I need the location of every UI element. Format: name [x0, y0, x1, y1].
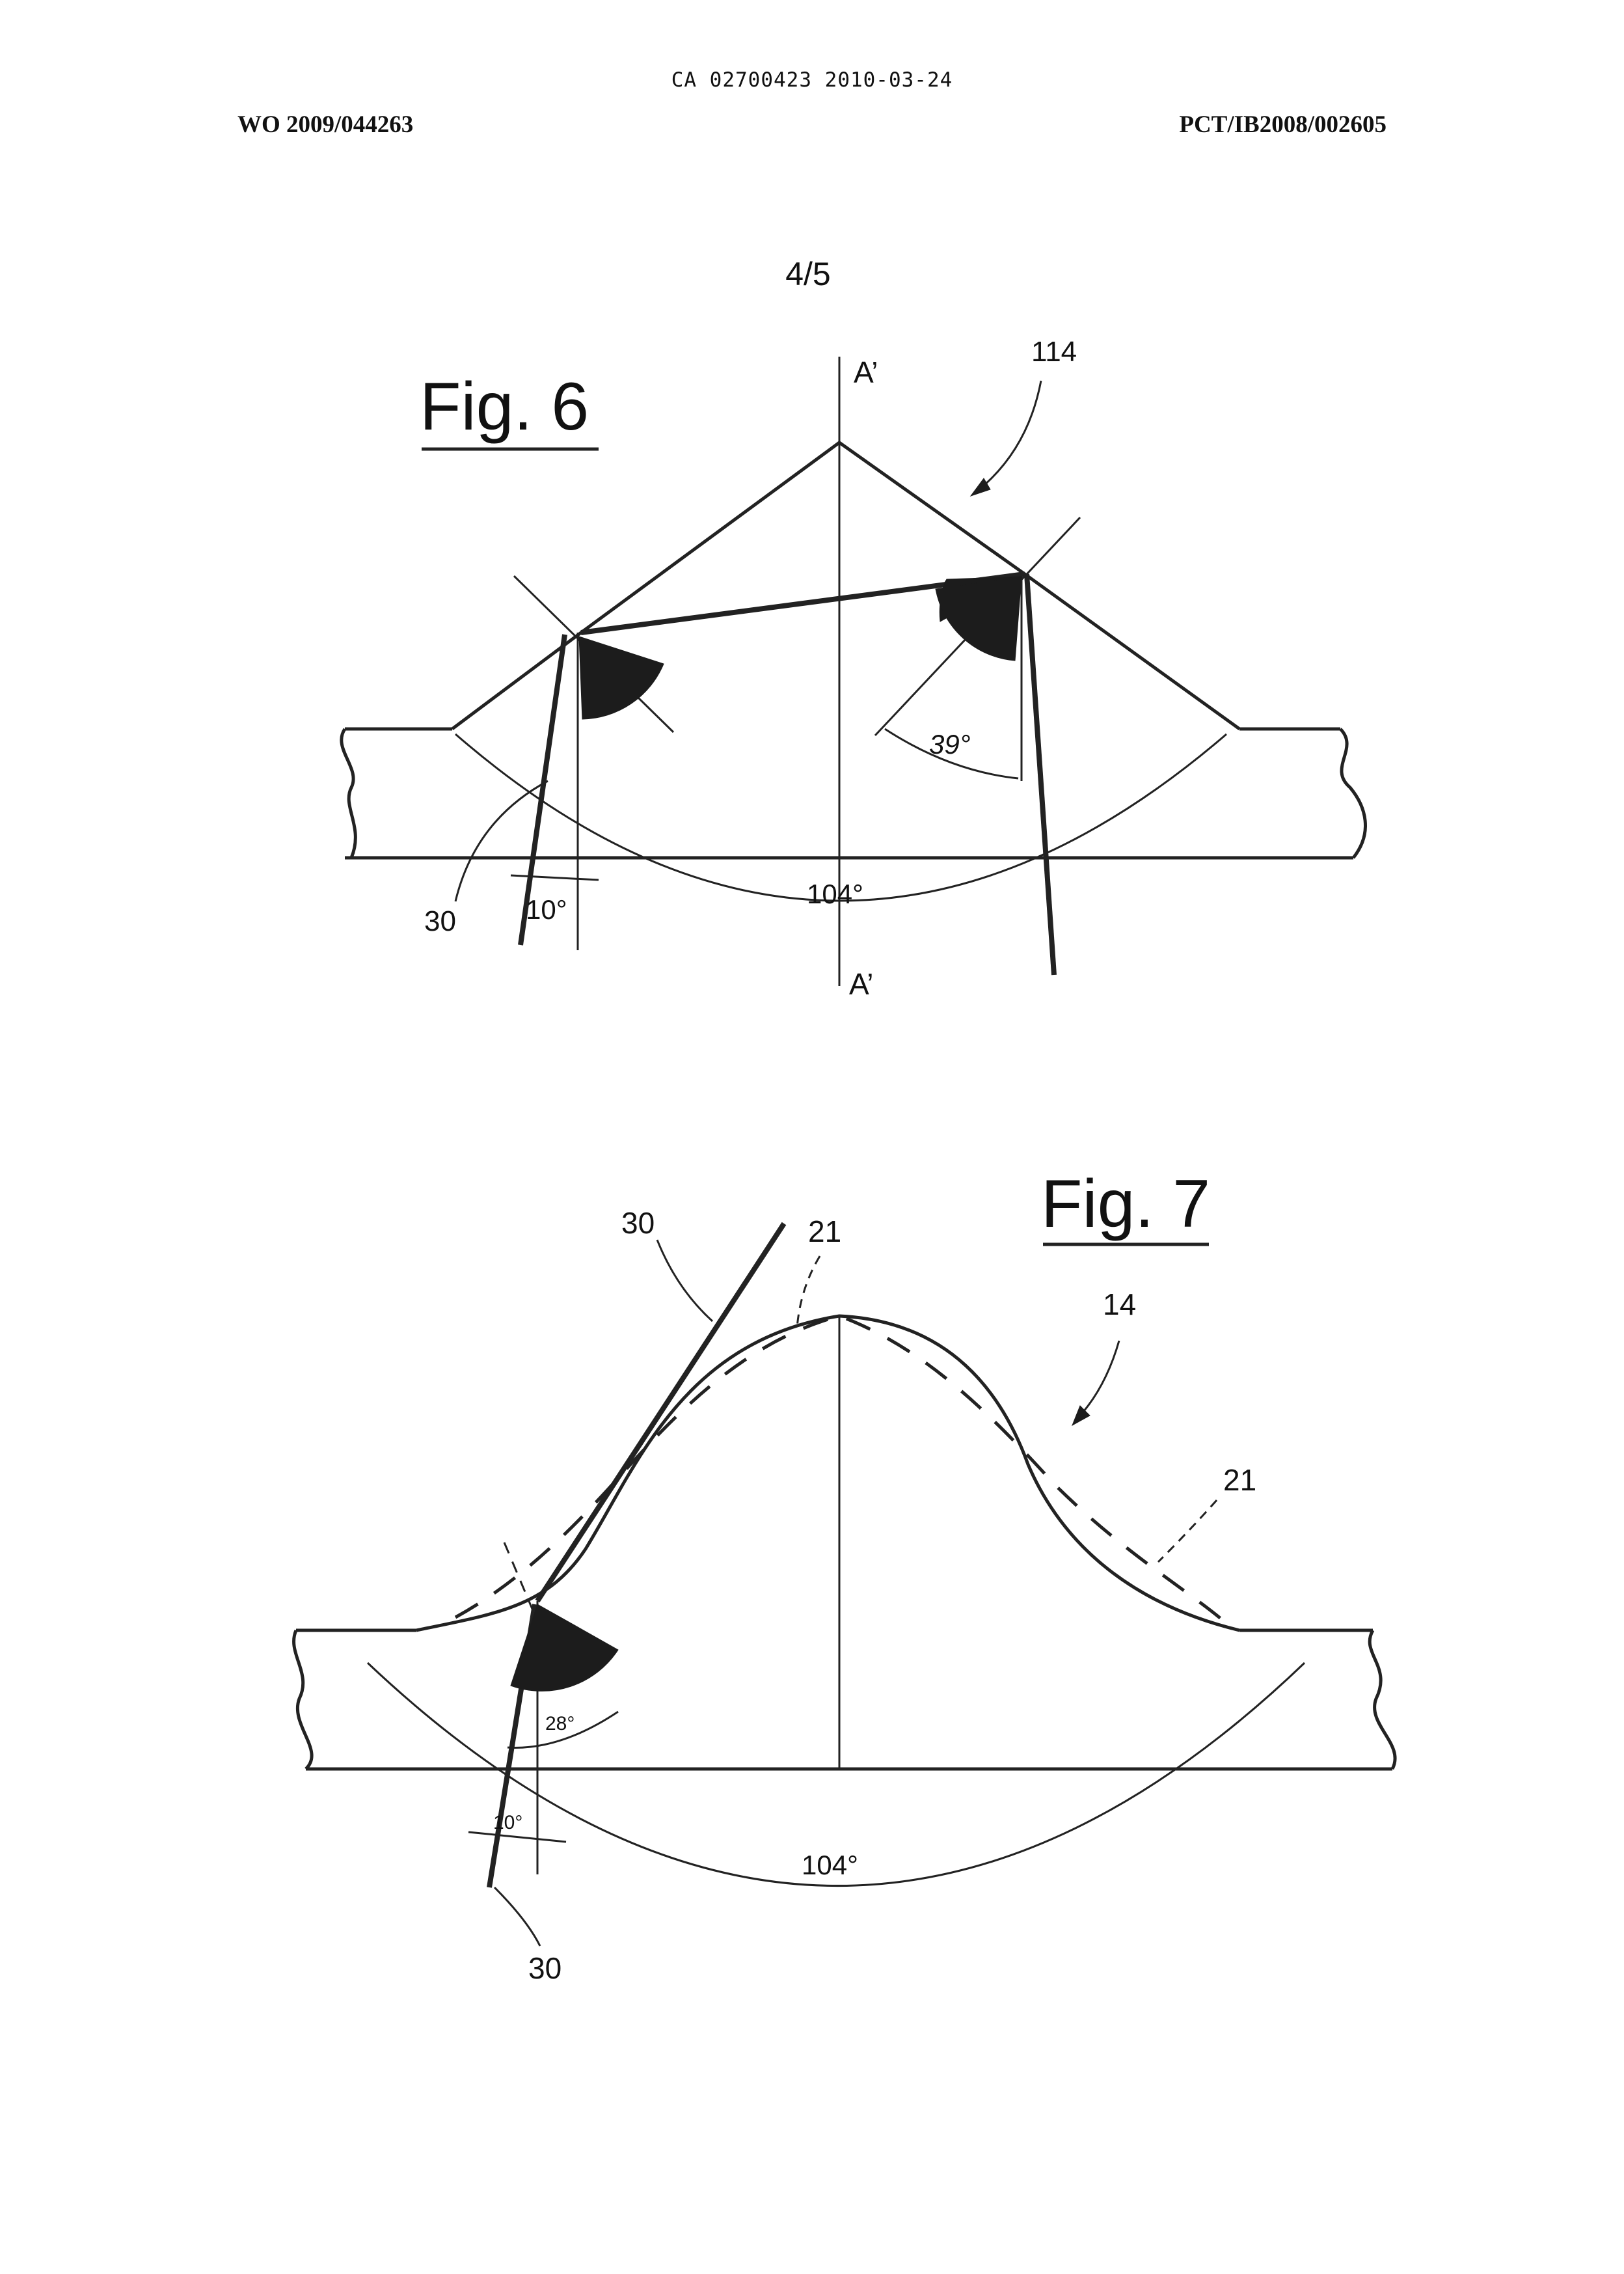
fig6-weld-profile — [452, 443, 1239, 729]
fig7-21-top-leader — [797, 1256, 820, 1328]
fig7-angle-10: 10° — [493, 1812, 522, 1833]
figure-6: Fig. 6 A’ A’ — [342, 336, 1366, 1001]
fig6-angle-39: 39° — [929, 729, 971, 760]
fig7-base-bar — [294, 1630, 1396, 1769]
fig6-114-leader — [979, 381, 1041, 489]
fig7-weld-profile — [416, 1316, 1239, 1630]
fig7-ref-30-top: 30 — [621, 1206, 655, 1240]
fig7-30-bottom-leader — [494, 1887, 540, 1946]
fig6-left-sector — [579, 637, 664, 719]
fig6-ref-114: 114 — [1031, 336, 1077, 368]
fig6-right-probe — [1027, 574, 1054, 975]
fig7-angle-104: 104° — [802, 1850, 858, 1880]
fig7-ref-21-top: 21 — [808, 1214, 841, 1248]
fig6-ref-30: 30 — [424, 905, 456, 937]
fig6-axis-bottom-label: A’ — [849, 967, 874, 1001]
fig6-angle-10: 10° — [526, 894, 567, 925]
fig7-10-dimension — [468, 1832, 566, 1842]
fig6-right-sector-fill — [936, 577, 1022, 661]
fig6-10-dimension — [511, 875, 599, 880]
fig7-ref-21-right: 21 — [1223, 1463, 1256, 1497]
figure-7: Fig. 7 28° 104° — [294, 1166, 1396, 1985]
fig7-angle-28: 28° — [545, 1713, 575, 1734]
fig7-21-right-leader — [1158, 1500, 1217, 1562]
fig7-14-arrowhead — [1072, 1406, 1090, 1425]
fig7-14-leader — [1080, 1341, 1119, 1416]
sheet-number: 4/5 — [785, 256, 831, 292]
fig6-104-arc — [455, 734, 1226, 901]
fig7-upper-probe — [537, 1224, 784, 1601]
fig7-ref-30-bottom: 30 — [528, 1951, 562, 1985]
fig7-ref-14: 14 — [1103, 1287, 1136, 1321]
fig6-base-bar — [342, 729, 1366, 858]
fig6-angle-104: 104° — [807, 879, 863, 909]
fig6-title: Fig. 6 — [420, 369, 589, 445]
fig6-axis-top-label: A’ — [854, 355, 878, 389]
fig7-30-top-leader — [657, 1240, 712, 1321]
fig7-title: Fig. 7 — [1041, 1166, 1210, 1242]
fig7-sector — [511, 1604, 618, 1691]
